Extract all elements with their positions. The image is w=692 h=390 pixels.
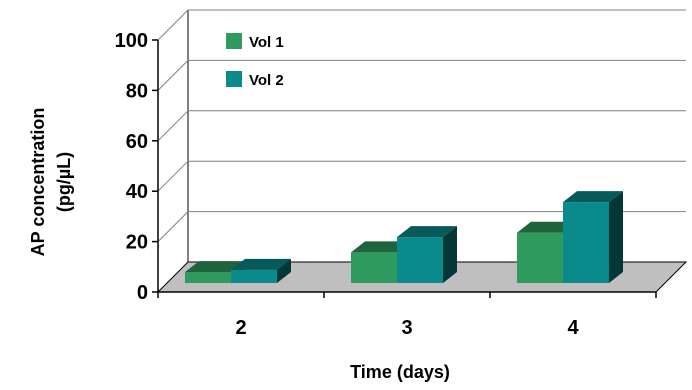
- bar: [231, 258, 291, 283]
- bar-side: [277, 258, 291, 283]
- bar-front: [517, 232, 563, 283]
- gridline-side: [157, 60, 189, 91]
- legend-label: Vol 2: [249, 72, 284, 89]
- y-tick-label: 0: [137, 282, 148, 304]
- gridline-side: [157, 9, 189, 41]
- y-tick-label: 100: [115, 30, 148, 52]
- y-tick-label: 60: [126, 131, 148, 153]
- bars: [185, 191, 623, 283]
- bar: [563, 191, 623, 283]
- x-tick-label: 4: [567, 317, 579, 339]
- bar-top: [563, 191, 623, 203]
- x-tick-labels: 2 3 4: [235, 317, 579, 339]
- bar-top: [231, 258, 291, 270]
- y-axis-label-line1: AP concentration: [28, 108, 48, 257]
- gridlines: [157, 9, 686, 242]
- y-tick-labels: 0 20 40 60 80 100: [115, 30, 148, 304]
- bar-top: [397, 226, 457, 238]
- bar-front: [185, 272, 231, 283]
- x-tick-label: 3: [401, 317, 412, 339]
- x-tick-label: 2: [235, 317, 246, 339]
- y-tick-label: 40: [126, 181, 148, 203]
- bar-front: [231, 269, 277, 283]
- bar-front: [563, 202, 609, 283]
- bar: [397, 226, 457, 283]
- legend-swatch: [226, 71, 242, 87]
- bar-top: [351, 241, 411, 253]
- gridline-side: [157, 110, 189, 142]
- y-tick-label: 20: [126, 232, 148, 254]
- y-tick-label: 80: [126, 80, 148, 102]
- legend-label: Vol 1: [249, 34, 284, 51]
- bar-top: [185, 261, 245, 273]
- gridline-side: [157, 160, 189, 192]
- axes: [152, 39, 657, 298]
- bar-top: [517, 221, 577, 233]
- bar-front: [351, 252, 397, 283]
- legend: Vol 1 Vol 2: [226, 33, 284, 89]
- bar-front: [397, 237, 443, 283]
- bar-side: [443, 226, 457, 283]
- legend-swatch: [226, 33, 242, 49]
- bar-side: [609, 191, 623, 283]
- gridline-side: [157, 211, 189, 242]
- x-axis-label: Time (days): [350, 362, 450, 382]
- y-axis-label-line2: (pg/µL): [54, 152, 74, 212]
